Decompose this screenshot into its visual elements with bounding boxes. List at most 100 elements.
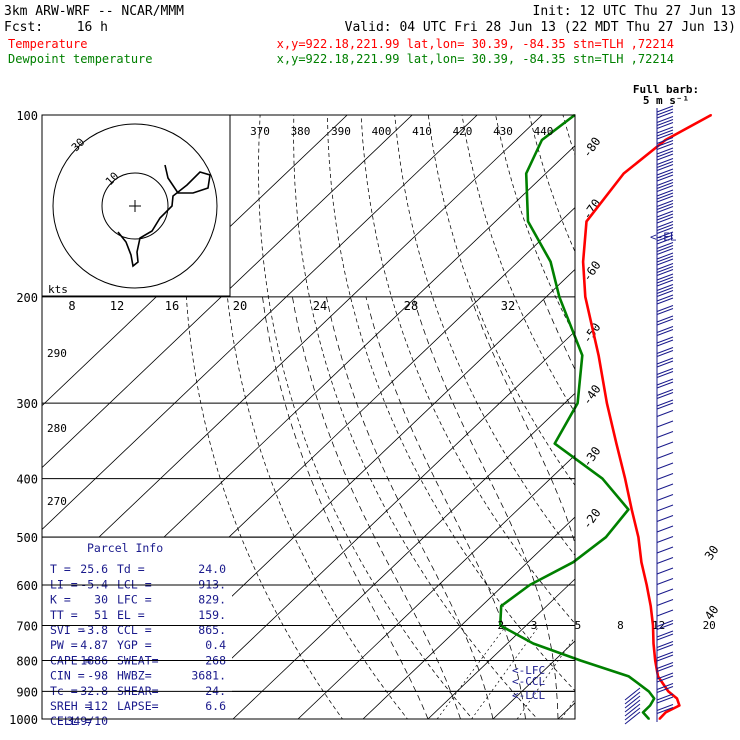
dewpoint-point [549,260,552,263]
isotherm-label: 30 [702,543,722,563]
theta-label: 390 [331,125,351,138]
wind-barb [656,599,674,606]
wind-barb [656,129,674,137]
temperature-point [645,584,648,586]
wind-barb [656,210,674,218]
moist-adiabat-line [365,296,526,719]
wind-barb [656,641,674,648]
level-marker-lfc: <-LFC [512,664,545,677]
wind-barb [656,368,674,375]
wind-barb [656,203,674,210]
pressure-tick-label: 200 [16,291,38,305]
forecast-label: Fcst: [4,20,43,35]
dewpoint-trace [498,113,656,720]
speed-axis-tick: 8 [68,299,75,313]
level-markers: 2 3 5 8 12 20<-LFC<-CCL<-LCL<-EL [497,231,715,702]
temperature-point [606,402,608,405]
wind-barb [656,269,674,276]
speed-axis-tick: 12 [110,299,124,313]
temperature-point [582,260,584,263]
temperature-point [658,718,661,720]
model-title: 3km ARW-WRF -- NCAR/MMM [4,4,184,19]
temperature-point [664,711,667,714]
dry-adiabat-line [394,115,575,556]
hodograph-ring-inner [101,172,169,240]
parcel-info-key: SHEAR= [117,684,159,698]
wind-barb [656,536,674,543]
wind-barb [656,255,674,263]
parcel-info-key: TT = [50,608,78,622]
temperature-point [622,172,625,175]
mixing-ratio-line [516,636,575,719]
parcel-info-key: PW = [50,638,78,652]
temperature-point [652,624,654,627]
wind-barb [656,378,674,386]
plot-border [41,114,576,720]
wind-barb [656,273,674,281]
parcel-info-value: -5.4 [80,577,108,591]
wind-barb [656,525,674,533]
dry-adiabat-label: 280 [47,422,67,435]
parcel-panel-background [42,537,690,719]
wind-barb [656,546,674,554]
dewpoint-point [648,718,650,720]
pressure-tick-label: 800 [16,654,38,668]
wind-barb [656,132,674,140]
parcel-info-value: 112 [87,699,108,713]
wind-barb [656,329,674,336]
wind-barb-column [624,105,674,725]
wind-barb [656,258,674,266]
temperature-point [597,354,600,357]
dewpoint-point [601,477,604,480]
wind-barb [656,620,674,627]
wind-barb [656,339,674,347]
dry-adiabat-line [240,537,343,719]
wind-barb [656,462,674,470]
dry-adiabat-line [698,115,740,732]
parcel-info-key: K = [50,593,71,607]
wind-barb [656,221,674,228]
moist-adiabat-line [721,297,740,719]
wind-barb [656,389,674,396]
parcel-info-value: 3681. [191,669,226,683]
wind-barb [624,687,641,701]
wind-barb [656,515,674,522]
pressure-tick-label: 1000 [9,713,38,727]
temperature-point [585,220,588,223]
pressure-tick-label: 300 [16,397,38,411]
wind-barb [656,609,674,617]
temperature-series-info: x,y=922.18,221.99 lat,lon= 30.39, -84.35… [277,37,674,51]
dry-adiabat-line [427,115,575,486]
dewpoint-point [500,605,503,607]
wind-barb [656,284,674,291]
parcel-info-key: EL = [117,608,145,622]
dry-adiabat-line [731,115,740,732]
isotherm-line [42,115,348,407]
wind-barb [656,168,674,176]
dewpoint-point [541,139,543,141]
dewpoint-point [653,697,656,700]
wind-barb [656,662,674,669]
dewpoint-point [647,690,650,693]
wind-barb [656,252,674,260]
dry-adiabat-line [461,115,575,414]
mixing-ratio-label: 20 [703,619,716,632]
dry-adiabat-label: 290 [47,347,67,360]
dewpoint-point [627,675,630,678]
wind-barb [656,297,674,305]
parcel-info-value: 4.87 [80,638,108,652]
wind-barb [656,308,674,315]
wind-barb [656,122,674,129]
dry-adiabat-label: 270 [47,495,67,508]
parcel-info-key: YGP = [117,638,152,652]
wind-barb [656,294,674,302]
mixing-ratio-label: 2 [497,619,504,632]
dry-adiabat-line [400,537,539,719]
dewpoint-point [627,508,630,511]
dewpoint-series-label: Dewpoint temperature [8,52,153,66]
parcel-info-key: CCL = [117,623,152,637]
temperature-point [615,442,618,445]
dewpoint-point [558,295,561,298]
barb-legend-title: Full barb: [633,83,699,96]
wind-barb [656,263,674,270]
